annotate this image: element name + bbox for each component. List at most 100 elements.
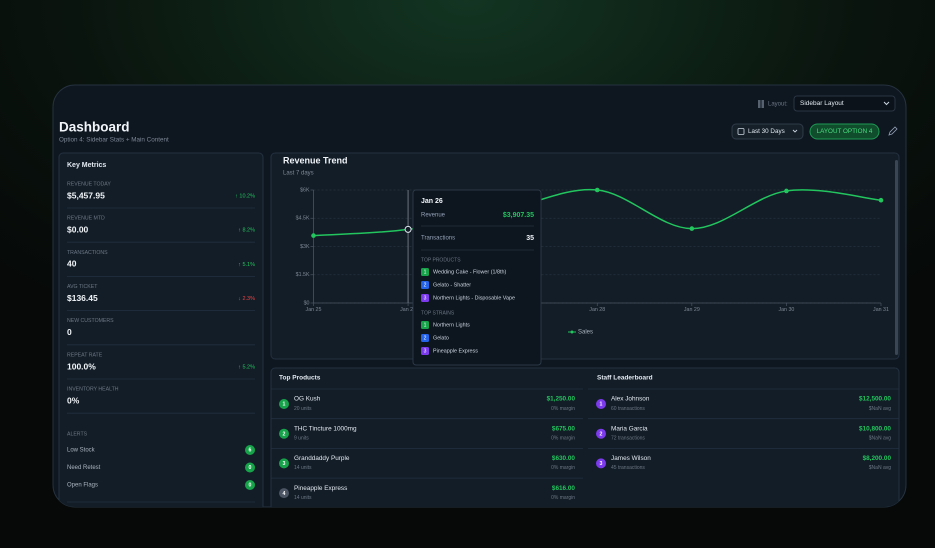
row-note: $NaN avg [869,465,891,471]
row-note: 0% margin [551,436,575,442]
legend-marker [570,330,574,334]
layout-select[interactable] [793,95,896,112]
metric-value: 0% [67,395,80,405]
alert-badge [245,445,255,455]
tooltip-section-title: TOP PRODUCTS [421,257,461,263]
rank-badge [279,458,289,469]
metric-change: ↑ 8.2% [238,228,255,234]
metric-change: ↑ 10.2% [235,193,255,199]
row-name: Granddaddy Purple [294,455,350,462]
row-detail: 9 units [294,436,309,442]
data-point [311,233,316,238]
rank-number: 2 [600,431,603,437]
rank-badge [421,294,429,302]
y-tick-label: $3K [300,244,310,250]
scrollbar [895,160,898,355]
metrics-panel [58,152,264,507]
alert-label: Open Flags [67,483,98,489]
metric-change: ↑ 5.1% [238,262,255,268]
chart-title: Revenue Trend [283,155,348,165]
row-amount: $8,200.00 [863,455,892,462]
y-tick-label: $4.5K [296,216,310,222]
rank-number: 1 [424,270,427,276]
tooltip-item: Gelato [433,335,449,341]
row-name: Pineapple Express [294,485,347,492]
tooltip-label: Revenue [421,213,446,219]
row-detail: 60 transactions [611,406,645,412]
row-amount: $12,500.00 [859,396,891,403]
layout-label: Layout: [768,102,788,108]
chart-subtitle: Last 7 days [283,171,314,177]
rank-badge [421,268,429,276]
tooltip-value: $3,907.35 [503,212,534,219]
rank-badge [596,399,606,409]
date-range-label: Last 30 Days [748,128,785,135]
metric-value: $5,457.95 [67,190,105,200]
metric-label: TRANSACTIONS [67,250,108,256]
edit-icon[interactable] [888,126,898,136]
alert-label: Need Retest [67,465,101,471]
rank-number: 3 [424,349,427,355]
alerts-title: ALERTS [67,431,88,437]
calendar-icon [737,128,745,135]
rank-badge [421,347,429,355]
rank-number: 2 [424,283,427,289]
row-detail: 14 units [294,495,312,501]
rank-number: 3 [424,296,427,302]
tooltip-section-title: TOP STRAINS [421,310,455,316]
tooltip-label: Transactions [421,236,455,242]
rank-badge [596,428,606,439]
data-point [689,226,695,231]
rank-badge [279,428,289,439]
y-tick-label: $0 [304,300,310,306]
date-range-button[interactable] [731,123,804,140]
row-note: 0% margin [551,465,575,471]
x-tick-label: Jan 29 [684,307,700,313]
layout-select-value: Sidebar Layout [800,100,844,107]
layout-badge[interactable] [809,123,880,140]
x-tick-label: Jan 28 [589,307,605,313]
rank-number: 2 [424,336,427,342]
x-tick-label: Jan 30 [778,307,794,313]
row-name: THC Tincture 1000mg [294,425,357,432]
metric-label: NEW CUSTOMERS [67,318,114,324]
rank-number: 3 [600,461,603,467]
metric-value: $136.45 [67,293,98,303]
rank-badge [596,458,606,469]
metric-change: ↑ 5.2% [238,364,255,370]
x-tick-label: Jan 26 [400,307,416,313]
rank-badge [279,488,289,499]
row-name: Maria Garcia [611,425,648,432]
panel-title: Top Products [279,375,321,382]
chevron [883,101,890,106]
rank-number: 4 [283,491,286,497]
row-note: $NaN avg [869,406,891,412]
row-detail: 14 units [294,465,312,471]
panel-title: Key Metrics [67,162,106,169]
data-point [784,188,789,194]
legend-label: Sales [578,330,593,336]
row-amount: $1,250.00 [547,396,576,403]
panel-title: Staff Leaderboard [597,375,653,382]
alert-count: 0 [249,483,252,489]
row-detail: 20 units [294,406,312,412]
rank-badge [421,321,429,329]
layout-badge-label: LAYOUT OPTION 4 [817,128,873,135]
tooltip-item: Pineapple Express [433,348,478,354]
page-subtitle: Option 4: Sidebar Stats + Main Content [59,137,169,144]
y-tick-label: $6K [300,187,310,193]
metric-change: ↓ 2.3% [238,296,255,302]
metric-value: 0 [67,327,72,337]
x-tick-label: Jan 31 [873,307,889,313]
tooltip-item: Wedding Cake - Flower (1/8th) [433,269,507,275]
row-detail: 72 transactions [611,436,645,442]
tooltip-value: 35 [526,235,534,242]
metric-label: AVG TICKET [67,284,98,290]
rank-number: 3 [283,461,286,467]
metric-label: REPEAT RATE [67,352,103,358]
metric-value: 40 [67,259,77,269]
page-title: Dashboard [59,120,130,135]
row-amount: $10,800.00 [859,425,891,432]
chart-panel [270,152,900,360]
